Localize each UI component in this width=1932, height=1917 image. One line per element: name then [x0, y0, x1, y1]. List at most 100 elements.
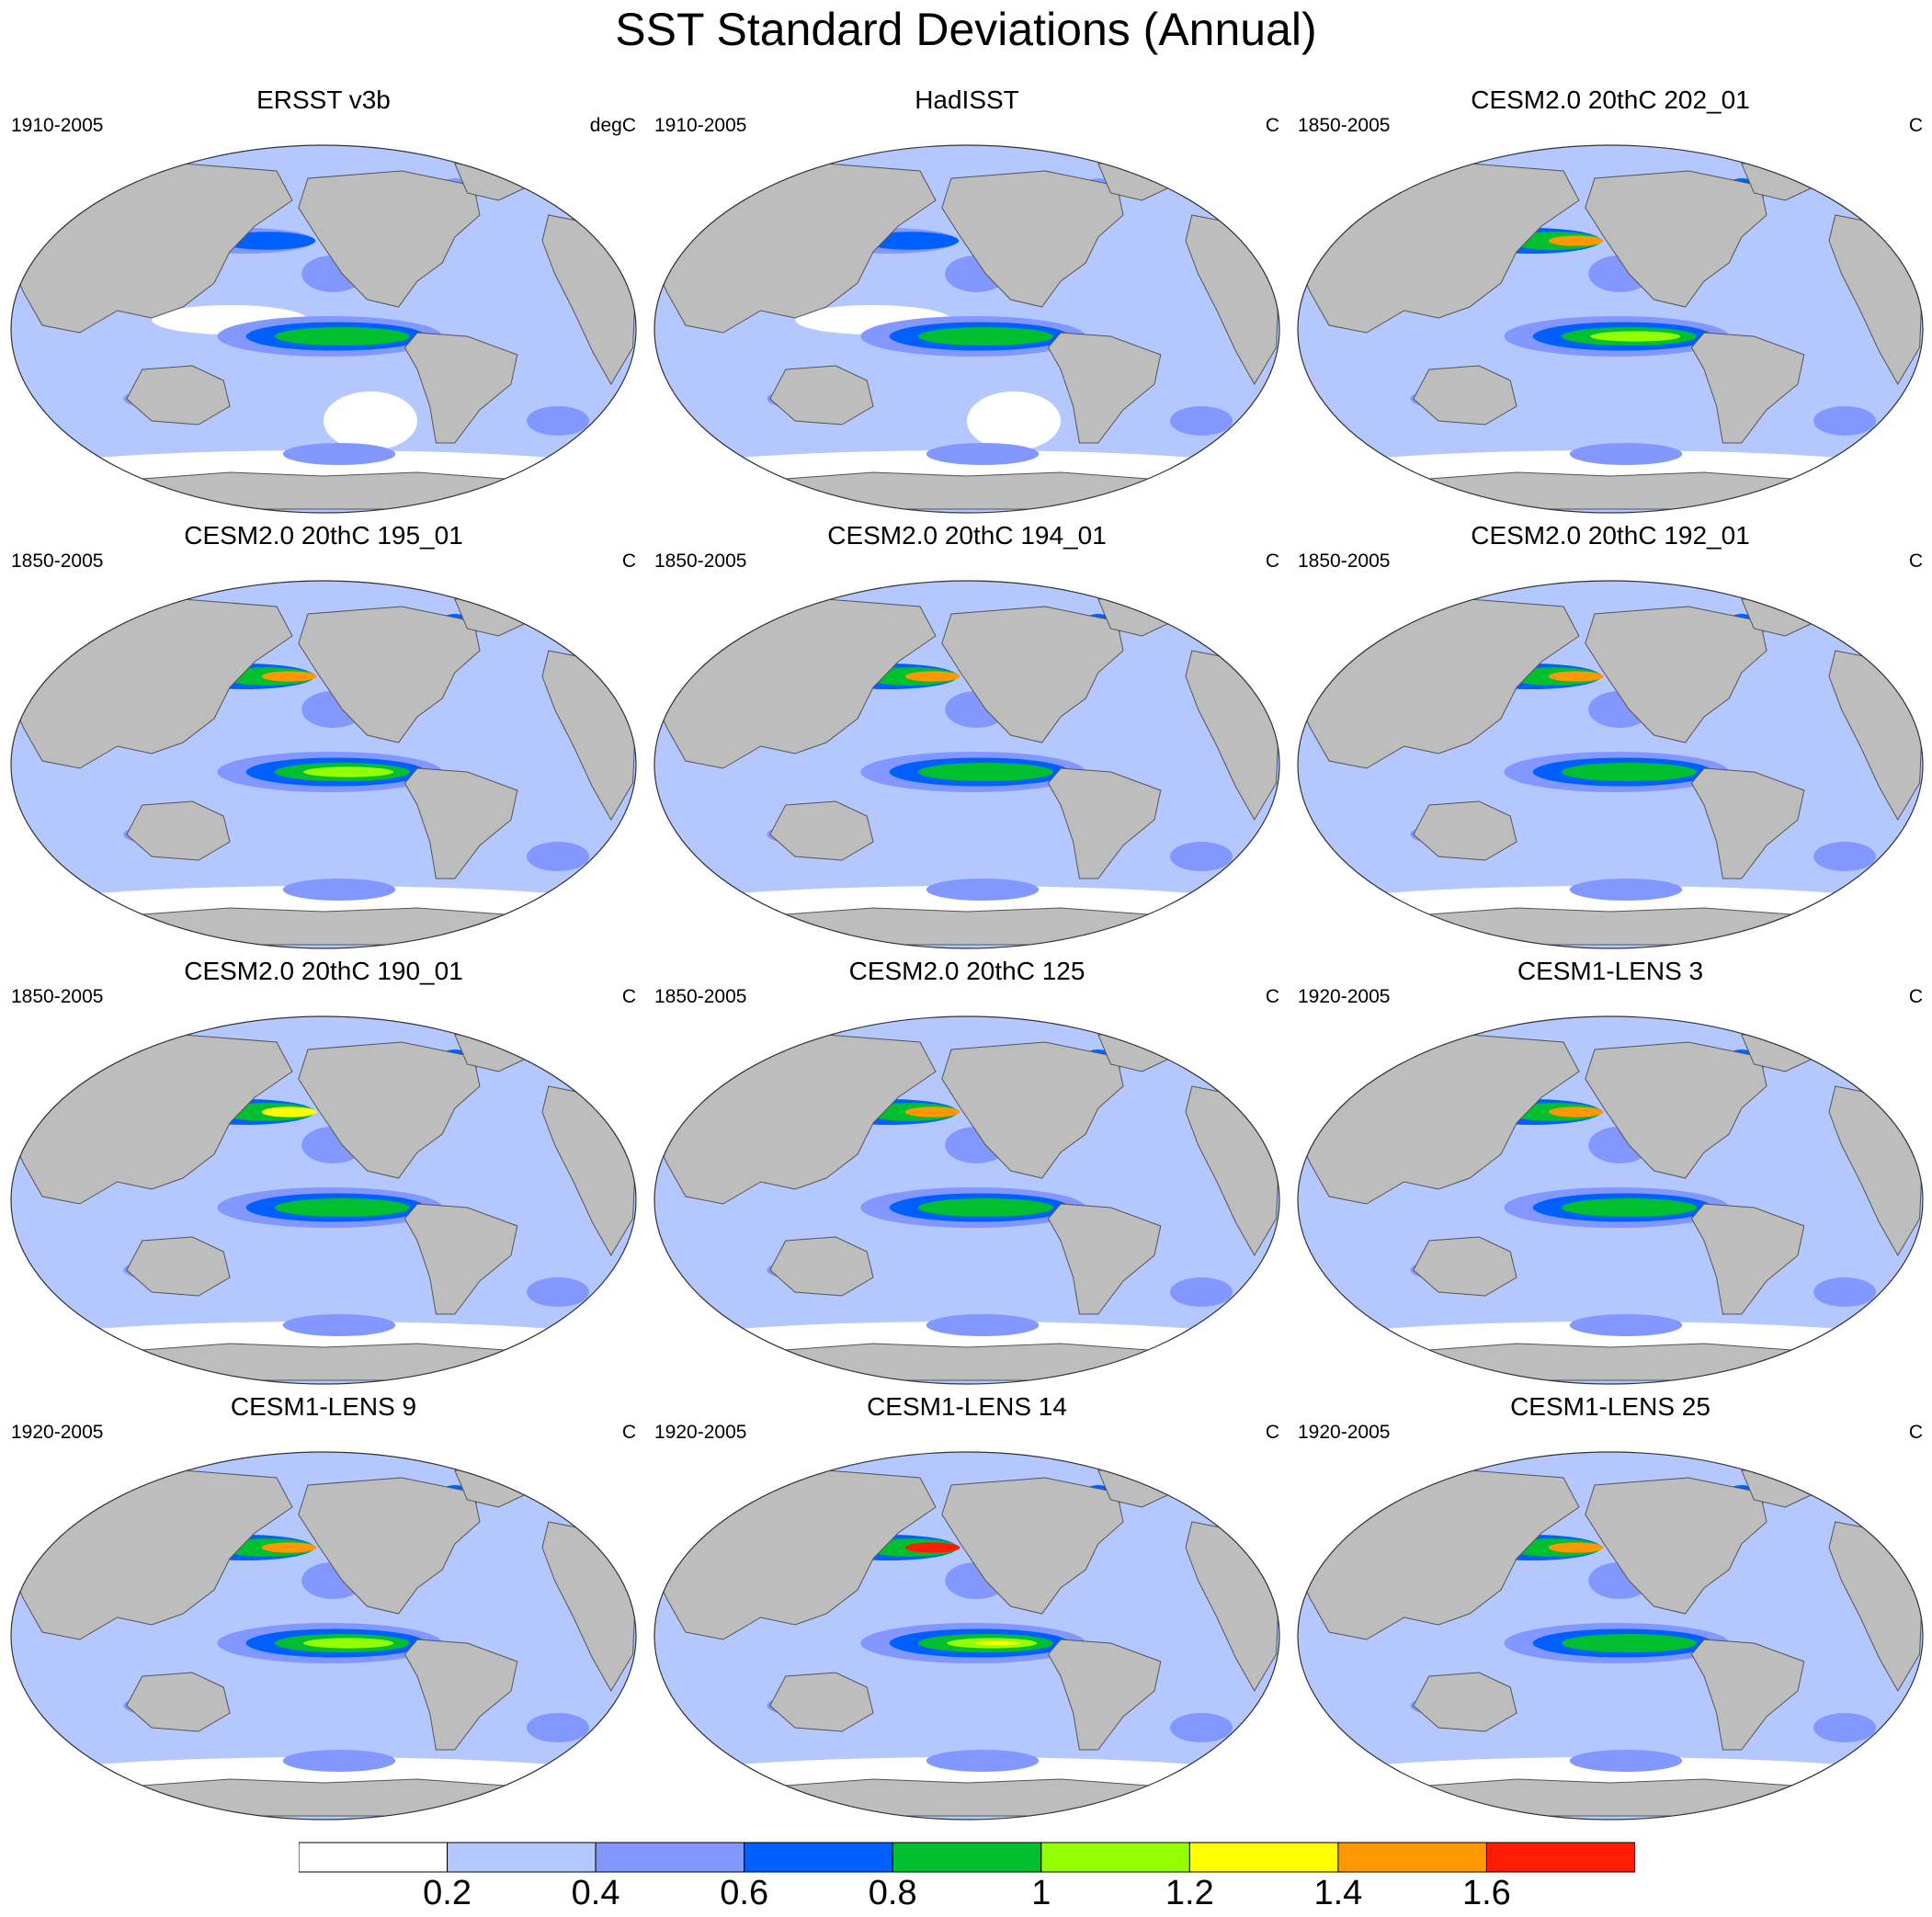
kuroshio-level-2: [261, 1542, 317, 1553]
map-panel: CESM2.0 20thC 194_01 1850-2005 C: [645, 520, 1289, 961]
panel-years: 1910-2005: [11, 115, 104, 136]
map-outline: [653, 1015, 1280, 1385]
colorbar-tick-label: 0.2: [423, 1874, 472, 1912]
robinson-map: [653, 144, 1280, 514]
colorbar-swatch: [892, 1842, 1042, 1873]
southern-ocean-patch: [926, 1314, 1040, 1336]
panel-units: C: [621, 986, 636, 1007]
panel-years: 1920-2005: [1298, 1422, 1391, 1443]
panel-years: 1920-2005: [654, 1422, 747, 1443]
colorbar-tick-label: 1.2: [1165, 1874, 1214, 1912]
south-america: [1047, 1203, 1162, 1315]
south-america: [403, 1639, 518, 1751]
antarctica: [128, 1778, 519, 1817]
southern-ocean-patch: [282, 443, 396, 465]
south-america: [1690, 1639, 1805, 1751]
colorbar-swatch: [1188, 1842, 1339, 1873]
map-outline: [653, 1451, 1280, 1821]
south-america: [403, 767, 518, 879]
enso-level-2: [918, 327, 1053, 346]
panel-title: CESM2.0 20thC 194_01: [827, 521, 1107, 550]
robinson-map: [10, 580, 637, 949]
robinson-map: [1297, 1451, 1924, 1821]
antarctica: [128, 471, 519, 510]
robinson-map: [10, 144, 637, 514]
panel-units: C: [621, 550, 636, 572]
map-contents: [654, 1016, 1279, 1384]
antarctica: [128, 907, 519, 946]
map-contents: [11, 145, 636, 513]
antarctica: [771, 1343, 1163, 1381]
map-outline: [10, 144, 637, 514]
colorbar-tick-label: 1: [1031, 1874, 1051, 1912]
colorbar-tick-label: 0.4: [571, 1874, 620, 1912]
robinson-map: [653, 1451, 1280, 1821]
colorbar-tick-label: 1.4: [1313, 1874, 1363, 1912]
antarctica: [128, 1343, 519, 1381]
australia: [769, 800, 874, 861]
panel-years: 1910-2005: [654, 115, 747, 136]
map-panel: CESM1-LENS 25 1920-2005 C: [1289, 1391, 1932, 1832]
panel-title: CESM1-LENS 14: [867, 1392, 1067, 1421]
map-contents: [654, 1452, 1279, 1820]
map-contents: [11, 581, 636, 948]
map-outline: [10, 1451, 637, 1821]
panel-units: C: [1265, 986, 1279, 1007]
australia: [126, 365, 231, 425]
panel-units: C: [1265, 115, 1279, 136]
antarctica: [1415, 1778, 1806, 1817]
map-outline: [653, 580, 1280, 949]
enso-level-2: [275, 1198, 410, 1217]
map-panel: CESM2.0 20thC 202_01 1850-2005 C: [1289, 85, 1932, 526]
colorbar-swatch: [595, 1842, 745, 1873]
australia: [126, 800, 231, 861]
kuroshio-level-2: [1548, 671, 1604, 682]
atlantic-south-patch: [1813, 1277, 1876, 1307]
south-america: [403, 332, 518, 444]
southern-ocean-patch: [1569, 443, 1683, 465]
south-america: [1047, 332, 1162, 444]
south-pacific-low: [324, 391, 417, 450]
panel-title: CESM2.0 20thC 195_01: [184, 521, 463, 550]
panel-units: C: [1908, 1422, 1923, 1443]
colorbar-tick-label: 0.8: [868, 1874, 917, 1912]
enso-level-2: [918, 1198, 1053, 1217]
south-america: [403, 1203, 518, 1315]
southern-ocean-patch: [1569, 879, 1683, 901]
australia: [126, 1236, 231, 1297]
australia: [769, 1236, 874, 1297]
panel-units: C: [621, 1422, 636, 1443]
colorbar: [299, 1842, 1635, 1873]
panel-title: CESM2.0 20thC 190_01: [184, 957, 463, 985]
atlantic-south-patch: [527, 1277, 589, 1307]
atlantic-south-patch: [1170, 1277, 1233, 1307]
australia: [769, 1672, 874, 1732]
map-panel: CESM2.0 20thC 195_01 1850-2005 C: [2, 520, 645, 961]
southern-ocean-patch: [282, 1750, 396, 1772]
map-outline: [10, 580, 637, 949]
robinson-map: [1297, 1015, 1924, 1385]
panel-title: HadISST: [915, 85, 1019, 114]
southern-ocean-patch: [1569, 1750, 1683, 1772]
panel-units: C: [1908, 986, 1923, 1007]
robinson-map: [1297, 144, 1924, 514]
atlantic-south-patch: [1170, 406, 1233, 436]
kuroshio-level-2: [261, 1106, 317, 1117]
southern-ocean-patch: [1569, 1314, 1683, 1336]
map-panels: ERSST v3b 1910-2005 degC HadISST 1910-2005 C C…: [2, 85, 1932, 1832]
panel-units: C: [1265, 1422, 1279, 1443]
panel-title: CESM2.0 20thC 192_01: [1471, 521, 1750, 550]
map-contents: [1298, 1016, 1923, 1384]
robinson-map: [653, 1015, 1280, 1385]
kuroshio-level-2: [904, 1542, 960, 1553]
panel-units: C: [1265, 550, 1279, 572]
map-panel: ERSST v3b 1910-2005 degC: [2, 85, 645, 526]
map-panel: CESM1-LENS 3 1920-2005 C: [1289, 956, 1932, 1397]
robinson-map: [653, 580, 1280, 949]
australia: [769, 365, 874, 425]
atlantic-south-patch: [527, 406, 589, 436]
kuroshio-level-2: [261, 671, 317, 682]
enso-level-2: [275, 327, 410, 346]
panel-years: 1920-2005: [11, 1422, 104, 1443]
atlantic-south-patch: [527, 842, 589, 871]
